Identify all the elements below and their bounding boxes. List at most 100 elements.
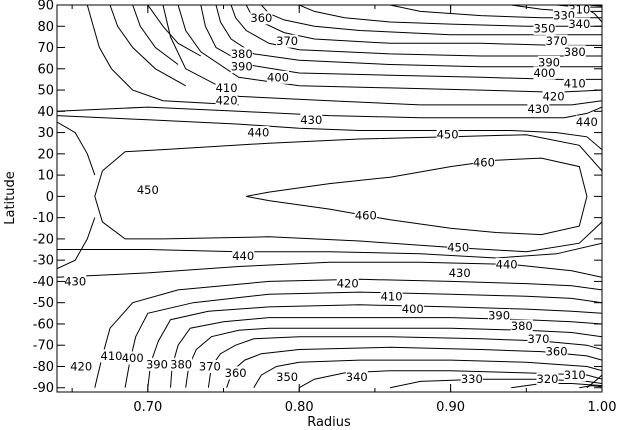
contour-label-bg [563,368,586,382]
contour-label-460: 460 [355,209,377,223]
y-tick-label: -90 [33,381,54,396]
contour-line-330-25 [389,378,602,389]
contour-label-bg [232,249,255,263]
contour-label-bg [215,81,238,95]
contour-label-bg [436,128,459,142]
contour-label-370: 370 [276,34,298,48]
contour-label-370: 370 [199,359,221,373]
plot-frame [56,4,603,393]
contour-label-440: 440 [496,257,518,271]
contour-label-420: 420 [70,359,92,373]
y-tick-label: -10 [33,211,54,226]
contour-label-bg [300,113,323,127]
y-tick-label: 70 [37,41,54,56]
contour-label-430: 430 [64,274,86,288]
contour-label-430: 430 [449,266,471,280]
contour-label-400: 400 [402,302,424,316]
contour-label-bg [545,345,568,359]
contour-line-420-6 [162,5,602,106]
contour-line-unlabeled-35 [147,5,202,57]
contour-label-bg [495,257,518,271]
contour-line-unlabeled-32 [86,5,239,106]
contour-label-bg [533,66,556,80]
y-tick-label: -80 [33,360,54,375]
contour-label-bg [354,209,377,223]
contour-line-380-15 [185,327,602,388]
contour-label-400: 400 [267,70,289,84]
y-tick-label: 60 [37,62,54,77]
contour-label-420: 420 [543,89,565,103]
contour-label-bg [276,34,299,48]
contour-line-unlabeled-37 [586,374,602,389]
contour-label-410: 410 [381,289,403,303]
contour-label-bg [136,183,159,197]
contour-line-380-14 [230,5,602,57]
contour-label-340: 340 [346,370,368,384]
contour-label-bg [215,94,238,108]
y-tick-label: -20 [33,232,54,247]
contour-label-bg [447,240,470,254]
contour-label-bg [527,332,550,346]
contour-label-390: 390 [488,308,510,322]
contour-label-440: 440 [576,115,598,129]
contour-label-320: 320 [537,372,559,386]
contour-line-390-12 [215,5,602,68]
contour-label-450: 450 [447,240,469,254]
contour-label-bg [198,359,221,373]
contour-label-bg [64,274,87,288]
y-tick-label: -60 [33,317,54,332]
contour-label-350: 350 [276,370,298,384]
contour-label-bg [401,302,424,316]
contour-label-410: 410 [564,77,586,91]
y-axis-title: Latitude [3,171,18,225]
contour-label-bg [121,351,144,365]
contour-label-390: 390 [231,60,253,74]
x-tick-label: 1.00 [588,400,617,415]
contour-label-380: 380 [564,45,586,59]
contour-label-410: 410 [216,81,238,95]
x-tick-label: 0.70 [133,400,162,415]
contour-label-360: 360 [546,345,568,359]
x-axis: 0.70 0.80 0.90 1.00 [71,5,617,415]
contour-label-340: 340 [568,17,590,31]
contour-label-360: 360 [225,366,247,380]
contour-line-unlabeled-34 [132,5,179,65]
contour-label-460: 460 [473,155,495,169]
contour-label-bg [100,349,123,363]
contour-line-unlabeled-31 [57,217,96,270]
y-tick-label: -70 [33,339,54,354]
contour-line-440-3 [57,242,602,259]
contour-label-bg [230,47,253,61]
y-tick-label: 0 [46,190,54,205]
contour-label-bg [510,319,533,333]
contour-label-bg [563,45,586,59]
contour-label-420: 420 [337,277,359,291]
contour-label-bg [267,70,290,84]
contour-line-450-1 [94,134,602,253]
contour-label-380: 380 [231,47,253,61]
y-tick-label: 20 [37,147,54,162]
contour-label-bg [538,55,561,69]
x-tick-label: 0.80 [285,400,314,415]
contour-line-430-4 [57,106,602,119]
contour-line-400-11 [147,304,602,388]
contour-label-430: 430 [527,102,549,116]
contour-label-bg [536,372,559,386]
contour-line-420-7 [94,278,602,388]
y-tick-label: 50 [37,84,54,99]
contour-label-bg [276,370,299,384]
y-tick-label: 90 [37,0,54,14]
contour-label-360: 360 [250,11,272,25]
x-axis-title: Radius [307,415,351,430]
contour-line-460-0 [246,157,588,236]
contour-label-bg [380,289,403,303]
contour-label-440: 440 [247,126,269,140]
contour-label-400: 400 [533,66,555,80]
y-tick-label: -40 [33,275,54,290]
contour-line-410-8 [177,5,602,93]
y-tick-label: 40 [37,105,54,120]
y-tick-label: 10 [37,169,54,184]
contour-label-bg [527,102,550,116]
contour-line-310-29 [579,385,602,389]
